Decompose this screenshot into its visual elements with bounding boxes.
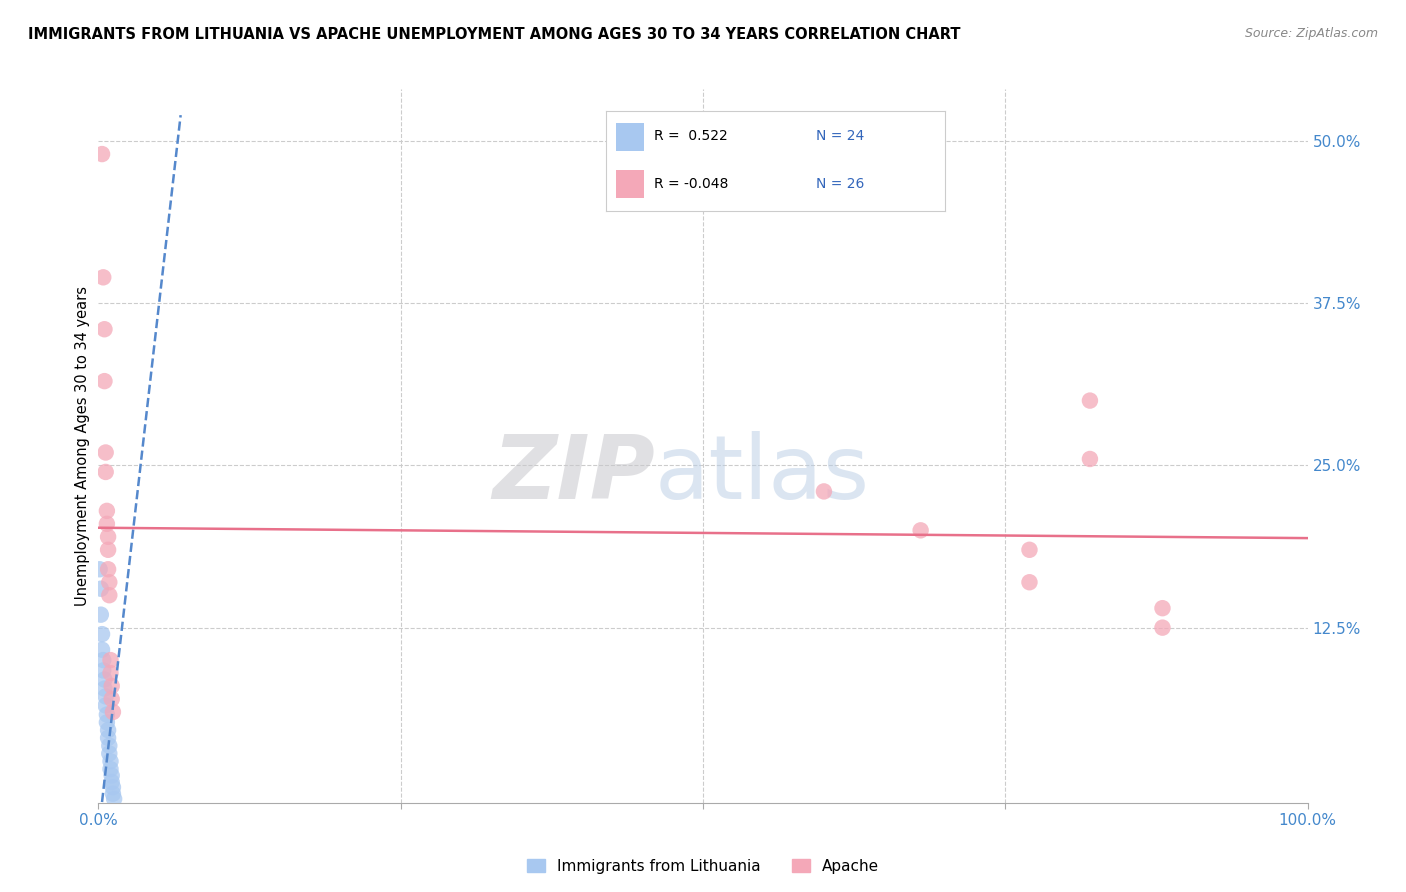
Point [96, 504, 118, 518]
Point [101, 787, 124, 801]
Point [103, 792, 125, 806]
Point [91, 627, 114, 641]
Point [98, 739, 121, 753]
Point [1018, 542, 1040, 557]
Point [100, 775, 122, 789]
Point [100, 768, 122, 782]
Point [90, 582, 112, 596]
Point [91, 664, 114, 678]
Point [93, 374, 115, 388]
Point [910, 524, 932, 538]
Point [97, 542, 120, 557]
Text: ZIP: ZIP [492, 431, 655, 518]
Point [98, 575, 121, 590]
Point [93, 322, 115, 336]
Point [1018, 575, 1040, 590]
Point [93, 673, 115, 687]
Point [90, 607, 112, 622]
Point [1078, 393, 1101, 408]
Text: Source: ZipAtlas.com: Source: ZipAtlas.com [1244, 27, 1378, 40]
Point [97, 530, 120, 544]
Point [94, 445, 117, 459]
Point [100, 666, 122, 681]
Point [96, 707, 118, 722]
Point [101, 705, 124, 719]
Point [94, 465, 117, 479]
Point [96, 516, 118, 531]
Point [91, 270, 114, 285]
Point [97, 723, 120, 738]
Text: atlas: atlas [655, 431, 870, 518]
Point [100, 754, 122, 768]
Point [94, 690, 117, 704]
Point [91, 653, 114, 667]
Point [98, 747, 121, 761]
Point [94, 698, 117, 713]
Point [100, 679, 122, 693]
Point [101, 780, 124, 795]
Point [813, 484, 835, 499]
Point [97, 731, 120, 745]
Point [100, 653, 122, 667]
Point [91, 147, 114, 161]
Point [1152, 601, 1174, 615]
Point [100, 692, 122, 706]
Y-axis label: Unemployment Among Ages 30 to 34 years: Unemployment Among Ages 30 to 34 years [75, 286, 90, 606]
Point [98, 588, 121, 602]
Point [93, 681, 115, 696]
Point [89, 562, 111, 576]
Point [1152, 621, 1174, 635]
Point [1078, 452, 1101, 467]
Legend: Immigrants from Lithuania, Apache: Immigrants from Lithuania, Apache [527, 859, 879, 873]
Point [91, 642, 114, 657]
Point [100, 762, 122, 776]
Text: IMMIGRANTS FROM LITHUANIA VS APACHE UNEMPLOYMENT AMONG AGES 30 TO 34 YEARS CORRE: IMMIGRANTS FROM LITHUANIA VS APACHE UNEM… [28, 27, 960, 42]
Point [96, 715, 118, 730]
Point [97, 562, 120, 576]
